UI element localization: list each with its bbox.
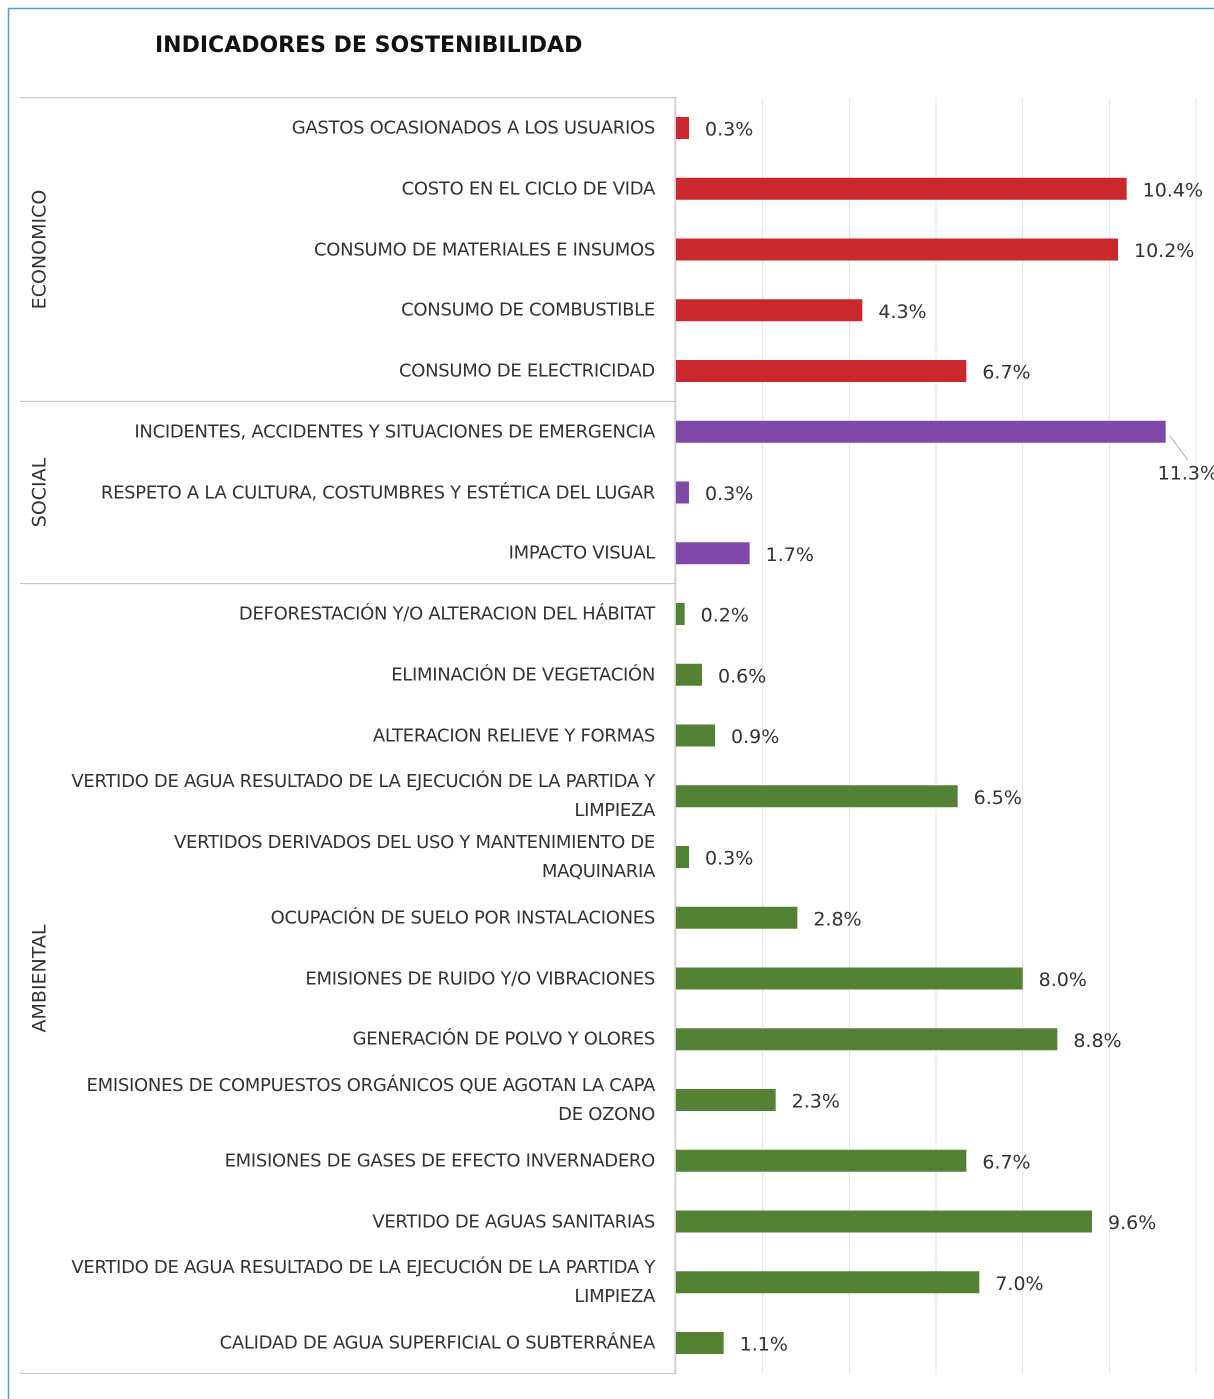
bar	[676, 238, 1118, 261]
bar	[676, 481, 689, 504]
value-label: 0.9%	[731, 726, 779, 748]
bar	[676, 1149, 967, 1172]
bar	[676, 1332, 724, 1354]
category-label: ELIMINACIÓN DE VEGETACIÓN	[391, 664, 655, 686]
category-label: CONSUMO DE ELECTRICIDAD	[398, 360, 655, 382]
group-label: ECONOMICO	[29, 190, 51, 310]
value-label: 7.0%	[995, 1273, 1043, 1295]
bar	[676, 785, 958, 808]
value-label: 9.6%	[1108, 1212, 1156, 1234]
value-label: 11.3%	[1158, 462, 1214, 484]
bar	[676, 177, 1127, 200]
group-label: AMBIENTAL	[29, 924, 51, 1032]
category-label: CONSUMO DE COMBUSTIBLE	[401, 299, 655, 321]
category-label: EMISIONES DE COMPUESTOS ORGÁNICOS QUE AG…	[86, 1075, 656, 1125]
value-label: 6.5%	[974, 787, 1022, 809]
value-label: 6.7%	[982, 362, 1030, 384]
category-label: RESPETO A LA CULTURA, COSTUMBRES Y ESTÉT…	[100, 482, 655, 503]
value-label: 0.6%	[718, 665, 766, 687]
value-label: 8.0%	[1039, 969, 1087, 991]
value-label: 1.7%	[766, 544, 814, 566]
group-label: SOCIAL	[29, 457, 51, 527]
category-label: OCUPACIÓN DE SUELO POR INSTALACIONES	[270, 907, 656, 929]
bar	[676, 724, 715, 747]
value-label: 6.7%	[982, 1151, 1030, 1173]
category-label: CALIDAD DE AGUA SUPERFICIAL O SUBTERRÁNE…	[219, 1332, 656, 1354]
bar	[676, 603, 685, 625]
category-label: VERTIDO DE AGUAS SANITARIAS	[372, 1211, 655, 1232]
value-label: 0.3%	[705, 119, 753, 141]
category-label: ALTERACION RELIEVE Y FORMAS	[372, 725, 655, 746]
bar	[676, 117, 689, 139]
value-label: 10.2%	[1134, 240, 1194, 262]
bar	[676, 420, 1166, 443]
leader-line	[1169, 435, 1189, 461]
category-label: EMISIONES DE RUIDO Y/O VIBRACIONES	[305, 968, 655, 989]
bar	[676, 906, 798, 929]
bar	[676, 1271, 980, 1294]
bar	[676, 1028, 1058, 1051]
value-label: 0.3%	[705, 848, 753, 870]
category-label: GENERACIÓN DE POLVO Y OLORES	[352, 1028, 656, 1050]
category-label: COSTO EN EL CICLO DE VIDA	[401, 178, 656, 200]
bar	[676, 846, 689, 868]
value-label: 0.2%	[701, 605, 749, 627]
value-label: 8.8%	[1073, 1030, 1121, 1052]
bar	[676, 360, 967, 382]
category-label: INCIDENTES, ACCIDENTES Y SITUACIONES DE …	[134, 421, 655, 443]
category-label: VERTIDOS DERIVADOS DEL USO Y MANTENIMIEN…	[174, 832, 655, 882]
chart-title: INDICADORES DE SOSTENIBILIDAD	[155, 33, 582, 58]
bar	[676, 967, 1023, 990]
value-label: 2.8%	[813, 908, 861, 930]
chart-border	[7, 7, 1214, 1399]
category-label: GASTOS OCASIONADOS A LOS USUARIOS	[291, 117, 656, 139]
category-label: CONSUMO DE MATERIALES E INSUMOS	[314, 239, 655, 260]
value-label: 10.4%	[1143, 179, 1203, 201]
category-label: VERTIDO DE AGUA RESULTADO DE LA EJECUCIÓ…	[71, 771, 655, 822]
value-label: 2.3%	[792, 1091, 840, 1113]
category-label: EMISIONES DE GASES DE EFECTO INVERNADERO	[224, 1150, 656, 1172]
value-label: 1.1%	[740, 1334, 788, 1356]
value-label: 4.3%	[878, 301, 926, 323]
bar	[676, 1089, 776, 1111]
category-label: VERTIDO DE AGUA RESULTADO DE LA EJECUCIÓ…	[71, 1257, 655, 1308]
bar	[676, 663, 702, 686]
bar	[676, 299, 863, 322]
category-label: DEFORESTACIÓN Y/O ALTERACION DEL HÁBITAT	[238, 603, 655, 625]
bar	[676, 542, 750, 565]
value-label: 0.3%	[705, 483, 753, 505]
bar	[676, 1210, 1092, 1233]
category-label: IMPACTO VISUAL	[508, 542, 656, 564]
